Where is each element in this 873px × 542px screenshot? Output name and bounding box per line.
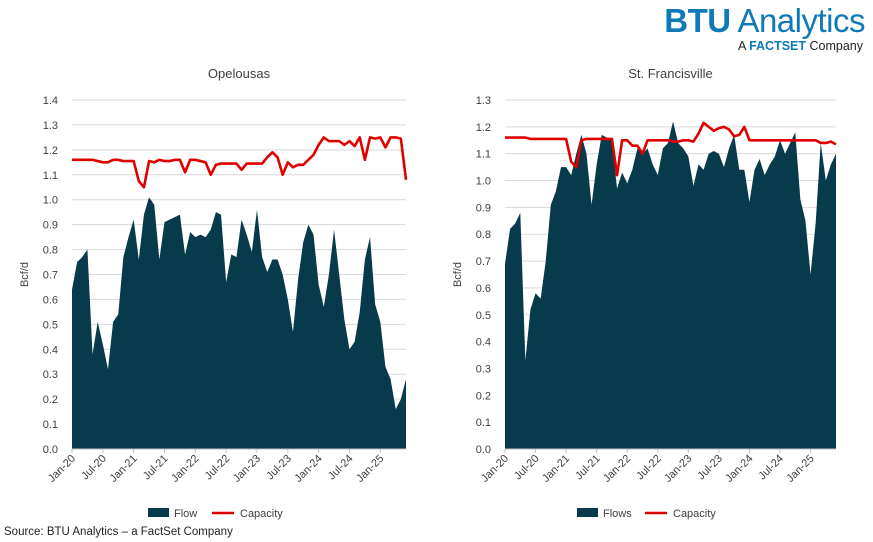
chart-1-y-tick-label: 0.0 <box>476 444 491 456</box>
chart-1-y-tick-label: 1.0 <box>476 176 491 188</box>
chart-1-title: St. Francisville <box>628 66 713 81</box>
chart-0-y-tick-label: 0.0 <box>43 444 58 456</box>
chart-1-x-tick-label: Jul-22 <box>634 453 664 483</box>
chart-0-legend-swatch-flow <box>148 508 169 517</box>
opelousas-chart: Opelousas 0.0 0.1 0.2 0.3 0.4 0.5 0.6 0.7 0.8 0.9 1… <box>19 66 408 520</box>
chart-0-x-tick-label: Jan-25 <box>354 453 386 485</box>
chart-0-x-tick-label: Jul-24 <box>326 453 356 483</box>
chart-1-x-tick-label: Jul-20 <box>512 453 542 483</box>
chart-1-y-tick-label: 0.8 <box>476 229 491 241</box>
chart-0-x-tick-label: Jul-20 <box>79 453 109 483</box>
logo-factset: FACTSET <box>749 39 807 53</box>
logo-sub-suffix: Company <box>806 39 863 53</box>
chart-1-x-tick-label: Jan-25 <box>784 453 816 485</box>
chart-0-legend-label-capacity: Capacity <box>240 508 283 520</box>
chart-1-y-tick-label: 0.4 <box>476 337 491 349</box>
chart-0-y-tick-label: 0.7 <box>43 270 58 282</box>
chart-1-y-tick-label: 0.9 <box>476 202 491 214</box>
chart-1-y-tick-label: 1.2 <box>476 122 491 134</box>
chart-0-y-tick-label: 1.0 <box>43 195 58 207</box>
chart-0-y-tick-label: 0.3 <box>43 369 58 381</box>
btu-analytics-logo: BTU Analytics A FACTSET Company <box>660 2 865 57</box>
chart-0-y-tick-label: 0.6 <box>43 294 58 306</box>
chart-1-x-tick-label: Jul-23 <box>695 453 725 483</box>
logo-wordmark: BTU Analytics <box>664 2 865 40</box>
chart-1-legend-label-flow: Flows <box>603 508 632 520</box>
chart-0-y-tick-label: 1.4 <box>43 95 58 107</box>
logo-sub-prefix: A <box>737 39 750 53</box>
chart-0-x-tick-label: Jul-23 <box>264 453 294 483</box>
chart-1-y-axis-label: Bcf/d <box>452 262 464 287</box>
chart-1-y-tick-label: 0.5 <box>476 310 491 322</box>
source-note: Source: BTU Analytics – a FactSet Compan… <box>4 526 233 538</box>
chart-0-y-tick-label: 0.8 <box>43 245 58 257</box>
chart-1-y-tick-label: 0.2 <box>476 390 491 402</box>
chart-0-area-flow <box>72 197 406 449</box>
chart-1-legend-swatch-flow <box>577 508 598 517</box>
chart-0-x-tick-label: Jan-20 <box>46 453 78 485</box>
chart-0-line-capacity <box>72 136 408 189</box>
chart-1-x-tick-label: Jan-20 <box>479 453 511 485</box>
chart-0-x-tick-label: Jul-22 <box>203 453 233 483</box>
chart-1-y-tick-label: 0.3 <box>476 363 491 375</box>
chart-1-x-tick-label: Jan-21 <box>540 453 572 485</box>
chart-1-y-tick-label: 1.1 <box>476 149 491 161</box>
chart-0-legend-label-flow: Flow <box>174 508 197 520</box>
chart-0-x-tick-label: Jan-24 <box>292 453 324 485</box>
chart-0-x-tick-label: Jan-22 <box>169 453 201 485</box>
chart-1-y-tick-label: 0.7 <box>476 256 491 268</box>
chart-1-x-tick-label: Jan-22 <box>601 453 633 485</box>
chart-1-area-flows <box>505 121 836 449</box>
chart-0-y-tick-label: 1.2 <box>43 145 58 157</box>
chart-0-y-tick-label: 0.5 <box>43 319 58 331</box>
chart-0-y-tick-label: 0.9 <box>43 220 58 232</box>
logo-name: Analytics <box>730 2 865 39</box>
chart-0-y-tick-label: 1.3 <box>43 120 58 132</box>
chart-1-y-tick-label: 0.1 <box>476 417 491 429</box>
chart-0-y-tick-label: 0.4 <box>43 344 58 356</box>
chart-1-line-capacity <box>505 121 837 177</box>
logo-brand: BTU <box>664 2 731 39</box>
st-francisville-chart: St. Francisville 0.0 0.1 0.2 0.3 0.4 0.5 0.6 0.7… <box>452 66 837 520</box>
chart-0-y-axis-label: Bcf/d <box>19 262 31 287</box>
chart-0-x-tick-label: Jan-23 <box>231 453 263 485</box>
chart-0-y-tick-label: 1.1 <box>43 170 58 182</box>
chart-1-x-tick-label: Jan-24 <box>723 453 755 485</box>
chart-0-y-tick-label: 0.1 <box>43 419 58 431</box>
chart-0-x-tick-label: Jul-21 <box>141 453 171 483</box>
chart-0-x-tick-label: Jan-21 <box>108 453 140 485</box>
chart-0-title: Opelousas <box>208 66 271 81</box>
logo-tagline: A FACTSET Company <box>738 39 863 53</box>
chart-0-y-tick-label: 0.2 <box>43 394 58 406</box>
chart-1-y-tick-label: 0.6 <box>476 283 491 295</box>
chart-1-x-tick-label: Jul-21 <box>573 453 603 483</box>
chart-1-y-tick-label: 1.3 <box>476 95 491 107</box>
chart-1-legend-label-capacity: Capacity <box>673 508 716 520</box>
chart-1-x-tick-label: Jul-24 <box>756 453 786 483</box>
chart-1-x-tick-label: Jan-23 <box>662 453 694 485</box>
